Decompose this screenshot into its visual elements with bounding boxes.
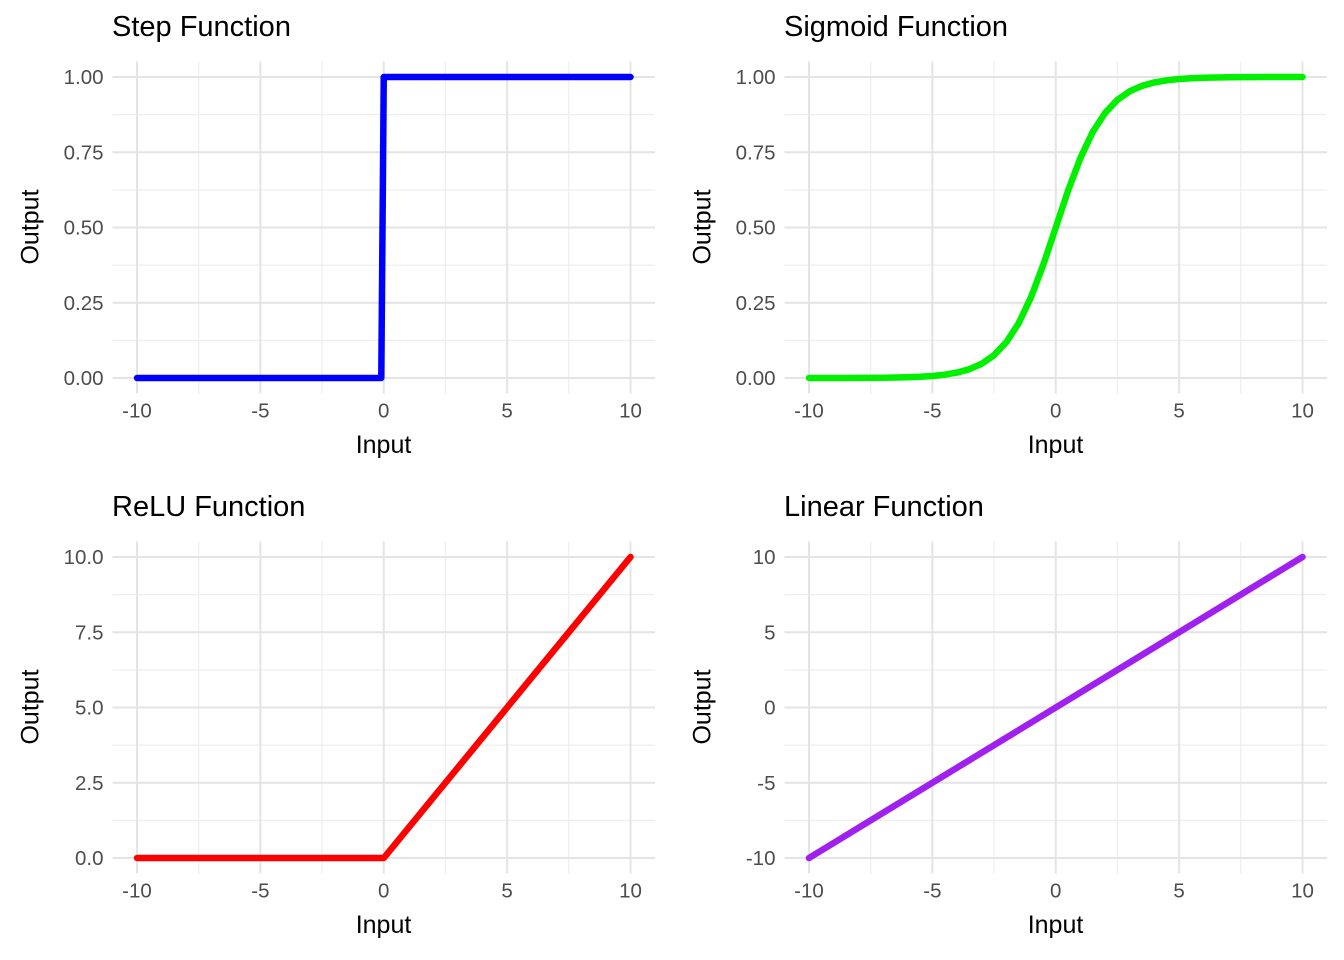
y-tick-label: 10	[753, 546, 776, 569]
x-tick-label: 5	[501, 400, 512, 423]
x-tick-label: 10	[619, 400, 642, 423]
x-tick-label: 5	[1173, 400, 1184, 423]
data-line	[133, 553, 634, 862]
y-tick-label: 0	[764, 697, 775, 720]
x-tick-label: -10	[122, 400, 152, 423]
x-tick-label: -5	[251, 400, 269, 423]
panel-step-function: Step Function Output 0.00 0.25 0.50 0.75 1.0…	[0, 0, 672, 480]
y-tick-label: 0.50	[736, 217, 776, 240]
y-tick-label: -5	[757, 772, 775, 795]
y-tick-label: 7.5	[75, 621, 104, 644]
x-tick-label: 10	[1291, 880, 1314, 903]
plot-title: Step Function	[112, 11, 291, 43]
panel-sigmoid-function: Sigmoid Function Output 0.00 0.25 0.50 0.75…	[672, 0, 1344, 480]
x-tick-label: 5	[1173, 880, 1184, 903]
x-tick-label: 5	[501, 880, 512, 903]
data-line	[805, 73, 1306, 382]
panel-linear-function: Linear Function Output -10 -5 0 5 10 -10 -5 0 5 1…	[672, 480, 1344, 960]
x-axis-label: Input	[355, 431, 412, 459]
y-tick-label: -10	[746, 847, 776, 870]
y-tick-label: 0.75	[736, 141, 776, 164]
data-line	[805, 553, 1306, 862]
x-tick-label: 0	[378, 400, 389, 423]
y-tick-label: 0.00	[736, 367, 776, 390]
linear-function-plot: -10 -5 0 5 10 -10 -5 0 5 10	[746, 541, 1327, 903]
y-tick-label: 0.25	[736, 292, 776, 315]
relu-function-plot: 0.0 2.5 5.0 7.5 10.0 -10 -5 0 5 10	[64, 541, 655, 903]
plot-title: ReLU Function	[112, 491, 306, 523]
y-tick-label: 0.25	[64, 292, 104, 315]
x-axis-label: Input	[1027, 911, 1084, 939]
y-tick-label: 1.00	[736, 66, 776, 89]
x-tick-label: 0	[1050, 400, 1061, 423]
x-axis-label: Input	[355, 911, 412, 939]
x-tick-label: 10	[1291, 400, 1314, 423]
x-tick-label: -10	[794, 400, 824, 423]
y-tick-label: 1.00	[64, 66, 104, 89]
y-tick-label: 0.00	[64, 367, 104, 390]
y-tick-label: 5.0	[75, 697, 104, 720]
y-tick-label: 5	[764, 621, 775, 644]
plot-title: Linear Function	[784, 491, 984, 523]
x-tick-label: 10	[619, 880, 642, 903]
x-tick-label: 0	[378, 880, 389, 903]
y-tick-label: 10.0	[64, 546, 104, 569]
plot-title: Sigmoid Function	[784, 11, 1009, 43]
step-function-plot: 0.00 0.25 0.50 0.75 1.00 -10 -5 0 5 10	[64, 61, 655, 423]
x-axis-label: Input	[1027, 431, 1084, 459]
y-tick-label: 0.50	[64, 217, 104, 240]
data-line	[133, 73, 634, 382]
panel-relu-function: ReLU Function Output 0.0 2.5 5.0 7.5 10.0 -10…	[0, 480, 672, 960]
x-tick-label: -10	[794, 880, 824, 903]
x-tick-label: -5	[923, 880, 941, 903]
y-tick-label: 0.75	[64, 141, 104, 164]
y-tick-label: 0.0	[75, 847, 104, 870]
x-tick-label: -5	[251, 880, 269, 903]
x-tick-label: -5	[923, 400, 941, 423]
sigmoid-function-plot: 0.00 0.25 0.50 0.75 1.00 -10 -5 0 5 10	[736, 61, 1327, 423]
x-tick-label: 0	[1050, 880, 1061, 903]
x-tick-label: -10	[122, 880, 152, 903]
y-tick-label: 2.5	[75, 772, 104, 795]
